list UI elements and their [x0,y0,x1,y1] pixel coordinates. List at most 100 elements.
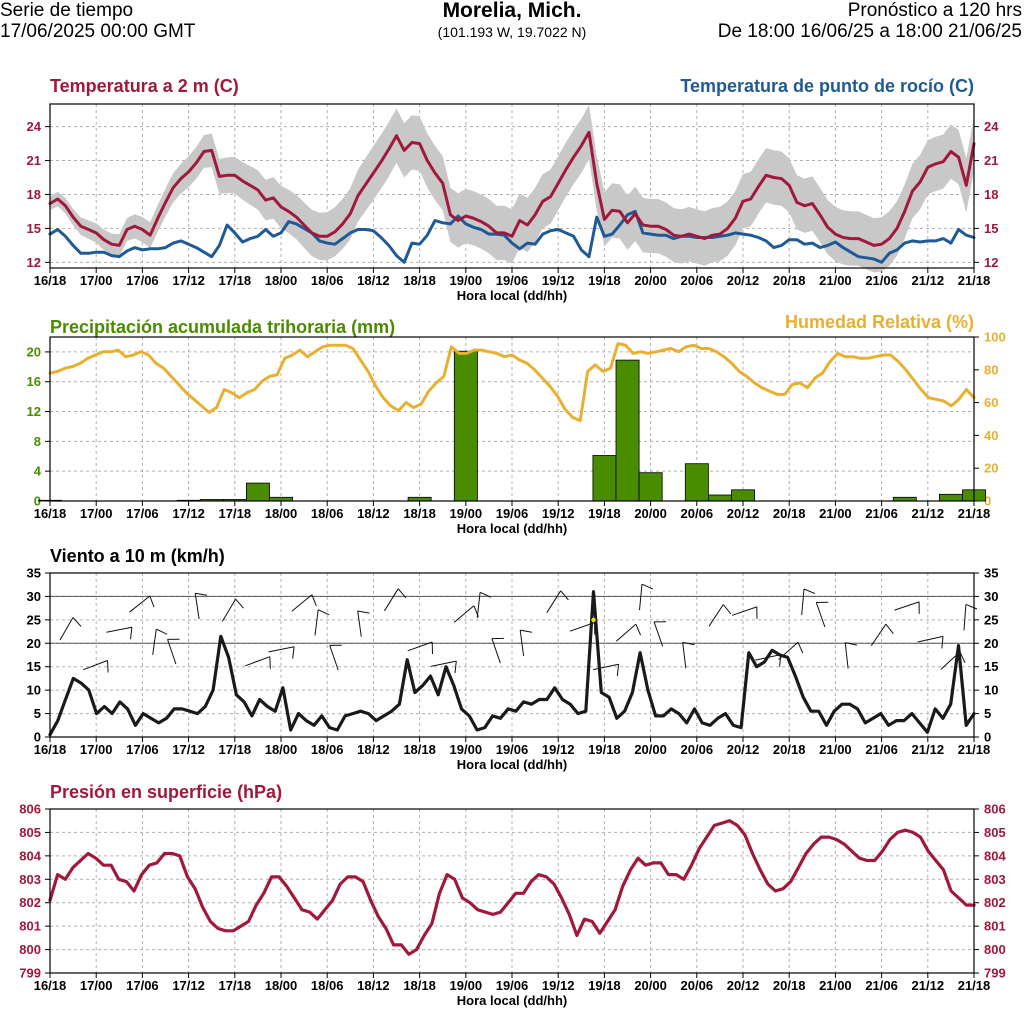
plot-frame [49,103,975,269]
plot-frame [49,808,975,974]
x-tick-label: 19/18 [588,506,621,521]
x-tick-label: 20/12 [727,978,760,993]
x-tick-label: 17/06 [126,506,159,521]
init-time: 17/06/2025 00:00 GMT [0,21,196,42]
wind-barb [83,660,109,673]
y-tick-label-right: 799 [984,966,1006,981]
y-tick-label: 16 [27,374,41,389]
y-tick-label-right: 15 [984,221,998,236]
x-tick-label: 21/18 [958,273,991,288]
y-tick-label-right: 12 [984,255,998,270]
wind-barb [917,635,944,649]
x-tick-label: 20/00 [634,273,667,288]
wind-barb [291,594,317,612]
x-tick-label: 18/00 [265,506,298,521]
y-tick-label-right: 800 [984,942,1006,957]
x-tick-label: 19/18 [588,273,621,288]
x-tick-label: 21/06 [865,742,898,757]
panel-1: 16/18 17/00 17/06 17/12 17/18 18/00 18/06 18/12… [27,330,1006,537]
x-tick-label: 17/00 [80,978,113,993]
wind-barb [245,656,271,669]
x-axis-label: Hora local (dd/hh) [457,757,568,772]
y-tick-label-right: 10 [984,683,998,698]
x-tick-label: 18/06 [311,506,344,521]
x-tick-label: 17/00 [80,273,113,288]
x-tick-label: 19/06 [496,273,529,288]
y-tick-label: 0 [34,494,41,509]
x-tick-label: 17/06 [126,978,159,993]
x-tick-label: 16/18 [34,273,67,288]
y-tick-label: 35 [27,566,41,581]
x-tick-label: 17/18 [219,506,252,521]
panel-2: 16/18 17/00 17/06 17/12 17/18 18/00 18/06 18/12… [27,566,999,773]
y-tick-label: 24 [27,119,42,134]
x-tick-label: 17/18 [219,742,252,757]
wind-barb [129,595,155,613]
plot-frame [49,336,975,502]
x-tick-label: 17/06 [126,742,159,757]
wind-speed-line [48,590,976,737]
y-tick-label: 800 [19,942,41,957]
header-center: Morelia, Mich. (101.193 W, 19.7022 N) [0,0,1024,42]
header-right: Pronóstico a 120 hrs De 18:00 16/06/25 a… [718,0,1022,42]
x-tick-label: 19/12 [542,273,575,288]
wind-barb [639,583,654,611]
y-tick-label: 21 [27,153,41,168]
wind-barb [653,621,667,647]
y-tick-label: 18 [27,187,41,202]
temp-title: Temperatura a 2 m (C) [50,76,239,96]
humidity-line [48,342,976,423]
wind-barb [407,641,433,655]
city-coords: (101.193 W, 19.7022 N) [437,24,587,40]
x-tick-label: 20/00 [634,978,667,993]
pressure-title: Presión en superficie (hPa) [50,782,282,802]
pressure-line [48,819,976,956]
x-tick-label: 19/12 [542,506,575,521]
x-tick-label: 18/06 [311,273,344,288]
x-tick-label: 20/18 [773,978,806,993]
wind-barb [59,617,82,641]
y-tick-label: 0 [34,730,41,745]
x-tick-label: 19/00 [450,978,483,993]
y-tick-label-right: 802 [984,895,1006,910]
y-tick-label-right: 80 [984,362,998,377]
x-tick-label: 20/06 [681,273,714,288]
y-tick-label: 20 [27,344,41,359]
wind-barb [546,590,569,613]
y-tick-label-right: 5 [984,706,991,721]
x-tick-label: 21/18 [958,742,991,757]
precip-bar [939,493,963,502]
y-tick-label-right: 801 [984,919,1006,934]
series-label: Serie de tiempo [0,0,134,21]
x-tick-label: 21/18 [958,506,991,521]
wind-peak-marker [591,617,596,623]
y-tick-label: 806 [19,802,41,817]
y-tick-label-right: 35 [984,566,998,581]
x-tick-label: 20/00 [634,742,667,757]
y-tick-label: 15 [27,659,41,674]
x-tick-label: 17/12 [172,978,205,993]
x-tick-label: 17/00 [80,742,113,757]
y-tick-label: 10 [27,683,41,698]
x-tick-label: 18/12 [357,978,390,993]
precip-title: Precipitación acumulada trihoraria (mm) [50,317,395,337]
y-tick-label: 5 [34,706,41,721]
x-tick-label: 17/18 [219,273,252,288]
wind-barb [491,637,504,664]
precip-bar [731,489,756,502]
forecast-dates: De 18:00 16/06/25 a 18:00 21/06/25 [717,21,1022,42]
x-tick-label: 18/00 [265,742,298,757]
y-tick-label: 15 [27,221,41,236]
x-tick-label: 17/12 [172,742,205,757]
x-tick-label: 21/06 [865,273,898,288]
precip-bar [638,472,663,502]
wind-barb [167,638,180,665]
x-tick-label: 20/18 [773,742,806,757]
x-tick-label: 19/12 [542,742,575,757]
x-tick-label: 18/18 [403,273,436,288]
x-tick-label: 19/00 [450,273,483,288]
x-tick-label: 20/06 [681,978,714,993]
x-tick-label: 21/12 [912,742,945,757]
x-axis-label: Hora local (dd/hh) [457,288,568,303]
wind-barb [815,601,829,628]
